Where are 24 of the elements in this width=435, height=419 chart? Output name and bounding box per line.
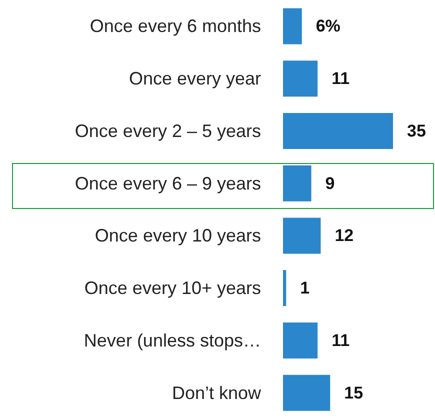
y-tick-label: Once every 6 months	[90, 16, 261, 36]
data-label: 15	[344, 383, 364, 402]
data-label: 35	[407, 121, 426, 140]
y-tick-label: Once every 10 years	[94, 226, 261, 246]
y-tick-label: Don’t know	[172, 382, 262, 403]
data-label: 11	[332, 69, 350, 88]
data-label: 11	[332, 330, 350, 350]
data-label: 1	[300, 278, 310, 298]
y-tick-label: Once every 10+ years	[84, 278, 261, 298]
data-label: 9	[325, 174, 335, 193]
bar	[283, 60, 318, 97]
bar	[283, 8, 302, 44]
data-label: 12	[334, 226, 354, 246]
bar	[283, 374, 330, 411]
data-label: 6%	[316, 16, 340, 36]
bar	[283, 165, 312, 202]
bar	[283, 322, 318, 358]
y-tick-label: Never (unless stops…	[84, 330, 261, 350]
bar	[283, 218, 321, 254]
y-tick-label: Once every 6 – 9 years	[74, 173, 261, 194]
bar	[283, 270, 286, 306]
bar	[283, 112, 393, 149]
y-tick-label: Once every 2 – 5 years	[74, 120, 261, 141]
y-tick-label: Once every year	[128, 68, 261, 89]
